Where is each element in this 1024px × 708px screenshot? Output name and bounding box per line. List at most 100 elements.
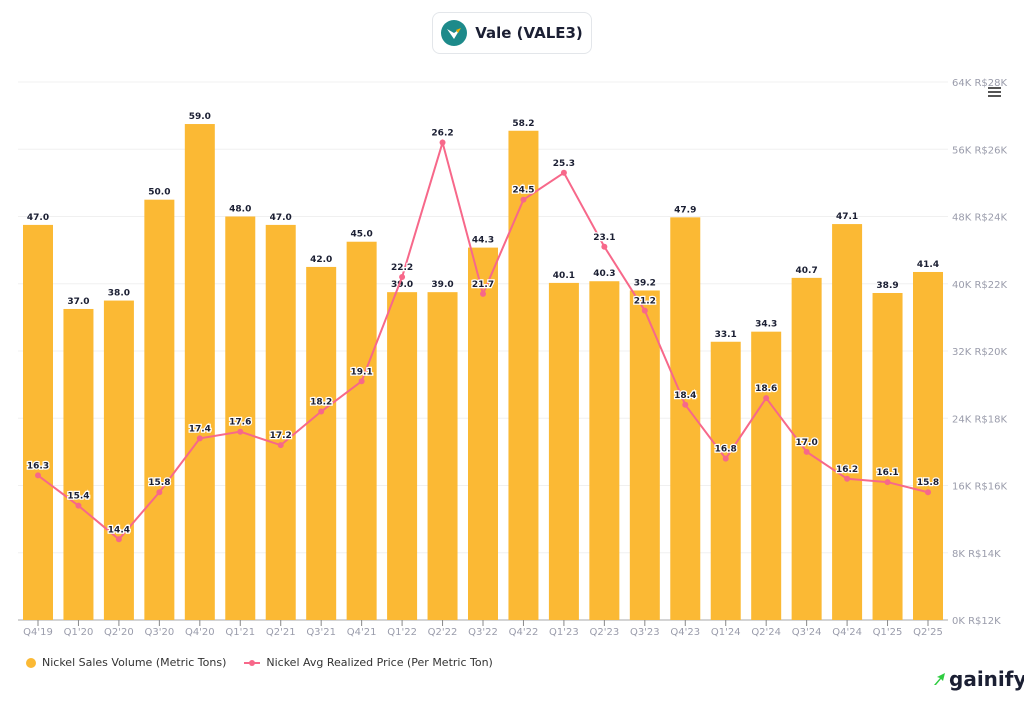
price-data-label: 16.2 [836, 465, 858, 475]
price-data-label: 17.2 [270, 431, 292, 441]
y-tick-label: 0K R$12K [952, 616, 1001, 627]
price-data-label: 21.7 [472, 280, 494, 290]
price-point [358, 378, 365, 385]
x-tick-label: Q3'20 [145, 627, 175, 638]
price-data-label: 15.4 [67, 492, 89, 502]
bar [913, 271, 943, 620]
bar [589, 281, 620, 620]
price-point [682, 401, 689, 408]
price-data-label: 16.1 [876, 468, 898, 478]
bar [23, 224, 53, 620]
price-point [601, 243, 608, 250]
price-data-label: 26.2 [431, 129, 453, 139]
bar [184, 124, 215, 620]
bar-data-label: 40.7 [796, 266, 818, 276]
price-data-label: 22.2 [391, 263, 413, 273]
x-tick-label: Q3'23 [630, 627, 660, 638]
bar-data-label: 45.0 [351, 230, 373, 240]
bar [225, 216, 256, 620]
x-tick-label: Q2'23 [590, 627, 620, 638]
bar-data-label: 39.2 [634, 278, 656, 288]
x-tick-label: Q4'19 [23, 627, 53, 638]
price-data-label: 19.1 [351, 367, 373, 377]
price-point [641, 307, 648, 314]
bar-data-label: 47.1 [836, 212, 858, 222]
price-point [196, 435, 203, 442]
x-tick-label: Q2'24 [751, 627, 781, 638]
x-tick-label: Q4'21 [347, 627, 377, 638]
bar [427, 292, 458, 620]
price-point [480, 290, 486, 297]
bar-data-label: 47.0 [27, 213, 49, 223]
x-tick-label: Q3'24 [792, 627, 822, 638]
legend-marker-volume [26, 657, 36, 668]
bar-data-label: 48.0 [229, 205, 251, 215]
x-tick-label: Q3'21 [306, 627, 336, 638]
x-tick-label: Q4'20 [185, 627, 215, 638]
hamburger-menu-icon[interactable] [988, 87, 1001, 99]
price-point [237, 428, 244, 435]
y-tick-label: 48K R$24K [952, 213, 1007, 224]
price-data-label: 24.5 [512, 186, 534, 196]
gainify-logo: gainify [932, 667, 1024, 691]
price-data-label: 18.2 [310, 398, 332, 408]
bar [265, 224, 296, 620]
y-tick-label: 24K R$18K [952, 414, 1007, 425]
bar [306, 266, 337, 620]
legend-marker-price [244, 659, 261, 666]
legend: Nickel Sales Volume (Metric Tons) Nickel… [26, 656, 493, 669]
bar [751, 331, 782, 620]
bar-data-label: 39.0 [431, 280, 453, 290]
bar-data-label: 34.3 [755, 320, 777, 330]
bar [548, 282, 579, 620]
price-point [35, 472, 41, 479]
y-tick-label: 40K R$22K [952, 280, 1007, 291]
bar [144, 199, 175, 620]
bar [346, 241, 377, 620]
price-point [560, 169, 567, 176]
price-point [925, 489, 931, 496]
price-data-label: 18.6 [755, 384, 777, 394]
bar [103, 300, 134, 620]
y-tick-label: 32K R$20K [952, 347, 1007, 358]
price-point [844, 475, 851, 482]
price-point [439, 139, 446, 146]
x-tick-label: Q1'22 [387, 627, 417, 638]
bar-data-label: 59.0 [189, 112, 211, 122]
price-data-label: 17.6 [229, 418, 251, 428]
x-tick-label: Q1'25 [873, 627, 903, 638]
price-data-label: 21.2 [634, 297, 656, 307]
chart-title: Vale (VALE3) [475, 24, 583, 42]
x-tick-label: Q2'25 [913, 627, 943, 638]
bar-data-label: 47.9 [674, 205, 696, 215]
bar [629, 290, 660, 620]
price-point [318, 408, 325, 415]
legend-label-volume: Nickel Sales Volume (Metric Tons) [42, 656, 227, 669]
bar-data-label: 50.0 [148, 188, 170, 198]
x-tick-label: Q1'20 [64, 627, 94, 638]
bar [832, 224, 863, 621]
price-data-label: 16.8 [715, 445, 737, 455]
y-tick-label: 64K R$28K [952, 78, 1007, 89]
x-tick-label: Q4'22 [509, 627, 539, 638]
legend-item-volume[interactable]: Nickel Sales Volume (Metric Tons) [26, 656, 226, 669]
legend-item-price[interactable]: Nickel Avg Realized Price (Per Metric To… [244, 656, 493, 669]
price-point [763, 395, 770, 402]
price-data-label: 23.1 [593, 233, 615, 243]
bar [710, 341, 741, 620]
bar-data-label: 41.4 [917, 260, 939, 270]
price-data-label: 17.0 [796, 438, 818, 448]
brand-name: gainify [949, 667, 1024, 691]
price-point [803, 448, 810, 455]
bar [387, 292, 418, 620]
price-data-label: 14.4 [108, 525, 130, 535]
bar-data-label: 40.1 [553, 271, 575, 281]
gainify-arrow-icon [934, 673, 945, 685]
bar-data-label: 42.0 [310, 255, 332, 265]
x-tick-label: Q4'23 [670, 627, 700, 638]
x-tick-label: Q2'22 [428, 627, 458, 638]
x-tick-label: Q1'24 [711, 627, 741, 638]
price-point [520, 196, 527, 203]
x-tick-label: Q4'24 [832, 627, 862, 638]
